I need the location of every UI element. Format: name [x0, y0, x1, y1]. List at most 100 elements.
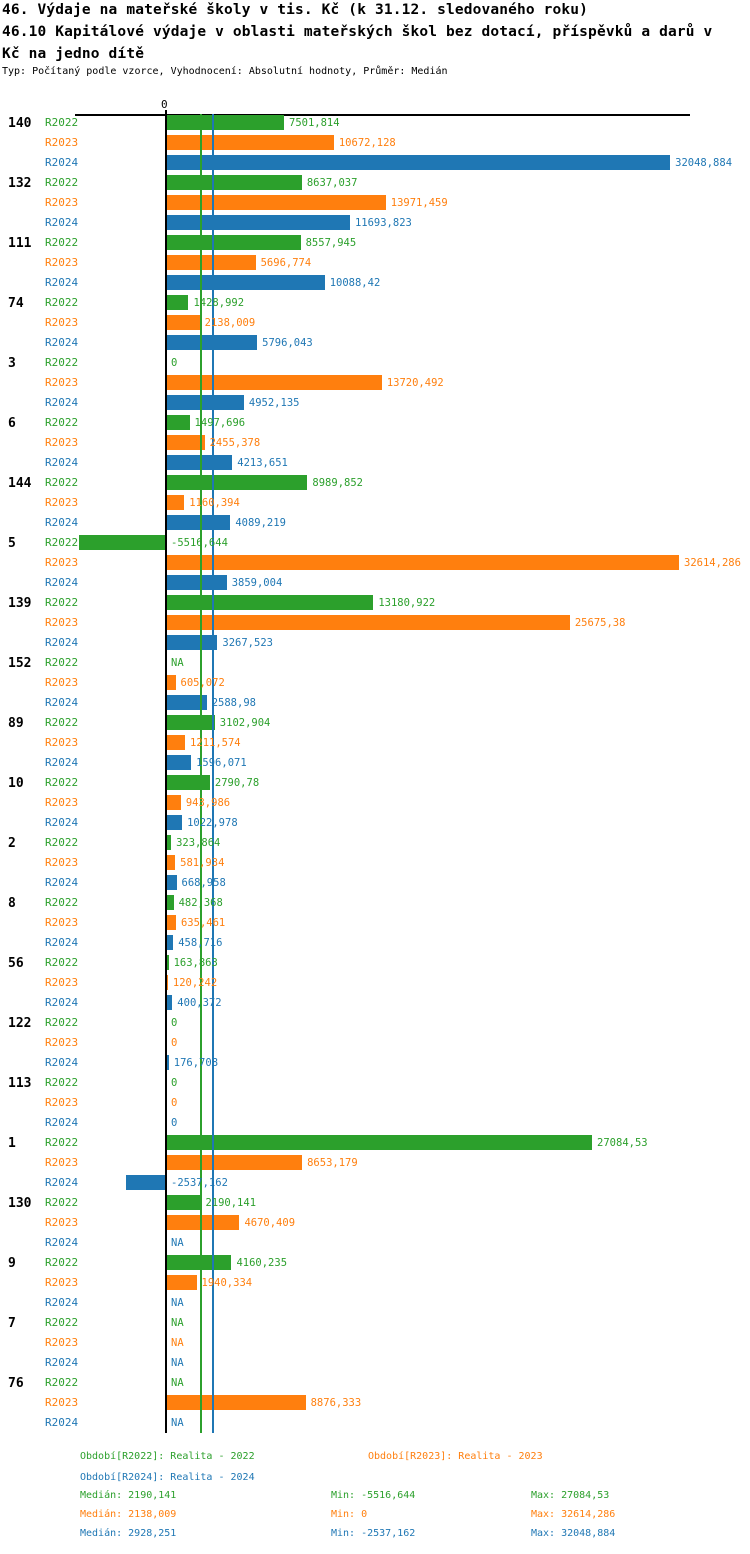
series-label-r2024: R2024	[45, 456, 79, 469]
bar-r2022-group-1	[166, 1135, 593, 1150]
value-label: 0	[171, 1036, 178, 1049]
series-label-r2022: R2022	[45, 596, 79, 609]
bar-r2024-group-132	[166, 215, 350, 230]
report-meta: Typ: Počítaný podle vzorce, Vyhodnocení:…	[2, 66, 448, 77]
series-label-r2022: R2022	[45, 1376, 79, 1389]
x-axis-line	[75, 114, 690, 116]
value-label: 4160,235	[236, 1256, 288, 1269]
series-label-r2022: R2022	[45, 1196, 79, 1209]
group-label-2: 2	[8, 836, 16, 851]
series-label-r2023: R2023	[45, 196, 79, 209]
series-label-r2022: R2022	[45, 1016, 79, 1029]
value-label: 32048,884	[675, 156, 733, 169]
legend-item-r2022: Období[R2022]: Realita - 2022	[80, 1451, 255, 1462]
stat-max-r2024: Max: 32048,884	[531, 1528, 616, 1539]
bar-r2024-group-8	[166, 935, 174, 950]
series-label-r2023: R2023	[45, 676, 79, 689]
group-label-122: 122	[8, 1016, 32, 1031]
series-label-r2023: R2023	[45, 1036, 79, 1049]
value-label: 668,958	[181, 876, 226, 889]
series-label-r2022: R2022	[45, 1256, 79, 1269]
stat-max-r2023: Max: 32614,286	[531, 1509, 616, 1520]
series-label-r2024: R2024	[45, 516, 79, 529]
series-label-r2022: R2022	[45, 776, 79, 789]
bar-r2022-group-130	[166, 1195, 201, 1210]
value-label: 3267,523	[222, 636, 273, 649]
value-label: 4213,651	[237, 456, 288, 469]
group-label-1: 1	[8, 1136, 16, 1151]
group-label-5: 5	[8, 536, 16, 551]
value-label: 13180,922	[378, 596, 436, 609]
bar-r2022-group-89	[166, 715, 215, 730]
series-label-r2023: R2023	[45, 1096, 79, 1109]
bar-r2022-group-74	[166, 295, 189, 310]
stat-min-r2023: Min: 0	[331, 1509, 368, 1520]
series-label-r2024: R2024	[45, 1416, 79, 1429]
bar-r2024-group-122	[166, 1055, 169, 1070]
series-label-r2023: R2023	[45, 256, 79, 269]
value-label: 458,716	[178, 936, 223, 949]
median-line-r2024	[212, 114, 214, 1433]
series-label-r2022: R2022	[45, 416, 79, 429]
bar-r2024-group-144	[166, 515, 231, 530]
bar-r2024-group-10	[166, 815, 183, 830]
group-label-7: 7	[8, 1316, 16, 1331]
bar-r2022-group-10	[166, 775, 210, 790]
group-label-152: 152	[8, 656, 32, 671]
series-label-r2024: R2024	[45, 1176, 79, 1189]
series-label-r2023: R2023	[45, 1156, 79, 1169]
series-label-r2022: R2022	[45, 1316, 79, 1329]
series-label-r2024: R2024	[45, 1116, 79, 1129]
bar-r2023-group-140	[166, 135, 334, 150]
bar-r2022-group-139	[166, 595, 374, 610]
value-label: 2588,98	[211, 696, 256, 709]
series-label-r2024: R2024	[45, 816, 79, 829]
legend-item-r2023: Období[R2023]: Realita - 2023	[368, 1451, 543, 1462]
legend-item-r2024: Období[R2024]: Realita - 2024	[80, 1472, 255, 1483]
bar-r2024-group-2	[166, 875, 177, 890]
value-label: 13971,459	[390, 196, 448, 209]
bar-r2024-group-74	[166, 335, 258, 350]
zero-axis-line	[165, 110, 167, 1433]
value-label: 163,863	[173, 956, 218, 969]
bar-r2023-group-152	[166, 675, 176, 690]
series-label-r2024: R2024	[45, 996, 79, 1009]
bar-r2022-group-6	[166, 415, 190, 430]
series-label-r2024: R2024	[45, 276, 79, 289]
value-label: NA	[171, 1336, 184, 1349]
bar-r2023-group-139	[166, 615, 570, 630]
value-label: 11693,823	[354, 216, 412, 229]
value-label: NA	[171, 1236, 184, 1249]
value-label: 10672,128	[338, 136, 396, 149]
value-label: 176,708	[173, 1056, 219, 1069]
bar-r2023-group-1	[166, 1155, 303, 1170]
value-label: 5796,043	[262, 336, 313, 349]
bar-r2024-group-152	[166, 695, 207, 710]
series-label-r2023: R2023	[45, 796, 79, 809]
series-label-r2022: R2022	[45, 236, 79, 249]
series-label-r2022: R2022	[45, 1136, 79, 1149]
bar-r2023-group-144	[166, 495, 185, 510]
value-label: 8557,945	[305, 236, 357, 249]
value-label: -2537,162	[171, 1176, 228, 1189]
value-label: 400,372	[177, 996, 222, 1009]
value-label: NA	[171, 1356, 184, 1369]
value-label: 1160,394	[189, 496, 240, 509]
bar-r2022-group-56	[166, 955, 169, 970]
value-label: 1022,978	[187, 816, 238, 829]
series-label-r2022: R2022	[45, 1076, 79, 1089]
value-label: 7501,814	[289, 116, 340, 129]
value-label: 1428,992	[193, 296, 245, 309]
value-label: 4952,135	[248, 396, 300, 409]
bar-r2024-group-1	[126, 1175, 166, 1190]
series-label-r2022: R2022	[45, 356, 79, 369]
value-label: 0	[171, 356, 178, 369]
value-label: 0	[171, 1116, 178, 1129]
bar-r2023-group-2	[166, 855, 176, 870]
value-label: 10088,42	[329, 276, 381, 289]
value-label: 1596,071	[196, 756, 247, 769]
series-label-r2022: R2022	[45, 956, 79, 969]
series-label-r2024: R2024	[45, 576, 79, 589]
value-label: 2190,141	[205, 1196, 257, 1209]
page-title: 46. Výdaje na mateřské školy v tis. Kč (…	[2, 2, 589, 18]
